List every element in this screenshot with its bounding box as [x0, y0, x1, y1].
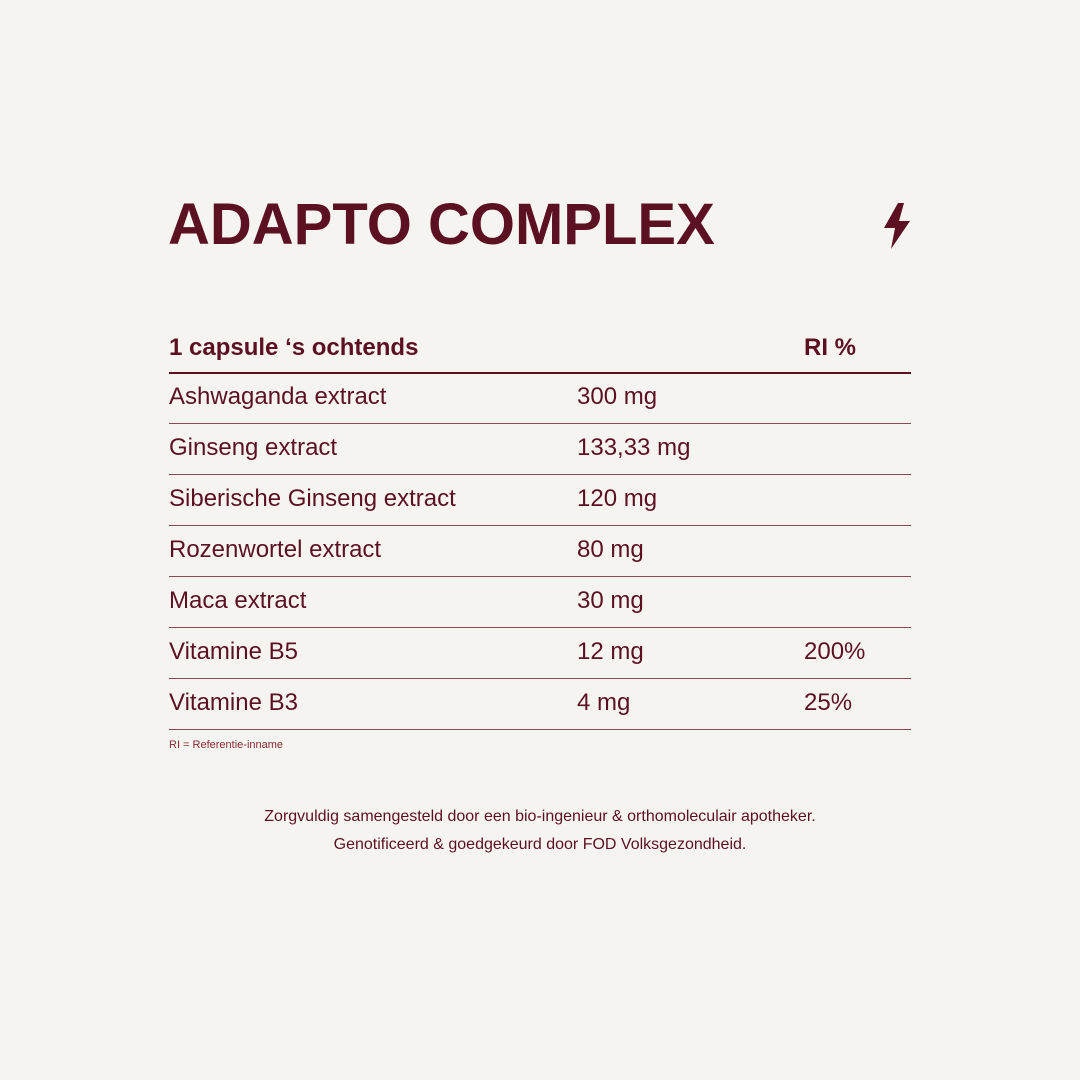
- lightning-bolt-icon: [884, 203, 910, 249]
- footnote: RI = Referentie-inname: [169, 739, 284, 751]
- ingredient-amount: 30 mg: [577, 587, 644, 614]
- ingredient-amount: 300 mg: [577, 383, 658, 410]
- table-row: Ginseng extract 133,33 mg: [169, 424, 911, 475]
- ingredient-amount: 12 mg: [577, 638, 644, 665]
- ingredient-amount: 120 mg: [577, 485, 658, 512]
- note-line: Zorgvuldig samengesteld door een bio-ing…: [264, 808, 816, 825]
- ingredient-amount: 80 mg: [577, 536, 644, 563]
- table-row: Rozenwortel extract 80 mg: [169, 526, 911, 577]
- ingredient-name: Maca extract: [169, 587, 307, 614]
- table-row: Maca extract 30 mg: [169, 577, 911, 628]
- table-row: Siberische Ginseng extract 120 mg: [169, 475, 911, 526]
- ri-header: RI %: [804, 334, 857, 361]
- table-row: Vitamine B5 12 mg 200%: [169, 628, 911, 679]
- ingredient-amount: 133,33 mg: [577, 434, 691, 461]
- product-title: ADAPTO COMPLEX: [168, 192, 715, 257]
- ingredient-name: Ginseng extract: [169, 434, 338, 461]
- ingredient-name: Rozenwortel extract: [169, 536, 382, 563]
- table-header: 1 capsule ‘s ochtends RI %: [169, 330, 911, 374]
- ingredient-name: Ashwaganda extract: [169, 383, 387, 410]
- ingredient-name: Vitamine B5: [169, 638, 298, 665]
- note-line: Genotificeerd & goedgekeurd door FOD Vol…: [333, 836, 747, 853]
- ingredient-amount: 4 mg: [577, 689, 631, 716]
- ingredient-ri: 200%: [804, 638, 866, 665]
- ingredient-name: Vitamine B3: [169, 689, 298, 716]
- ingredient-name: Siberische Ginseng extract: [169, 485, 456, 512]
- info-note: Zorgvuldig samengesteld door een bio-ing…: [0, 803, 1080, 859]
- dosage-header: 1 capsule ‘s ochtends: [169, 334, 419, 361]
- table-row: Ashwaganda extract 300 mg: [169, 373, 911, 424]
- table-row: Vitamine B3 4 mg 25%: [169, 679, 911, 730]
- ingredient-ri: 25%: [804, 689, 853, 716]
